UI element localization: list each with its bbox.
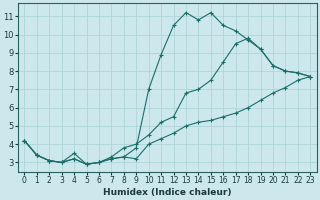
X-axis label: Humidex (Indice chaleur): Humidex (Indice chaleur) bbox=[103, 188, 232, 197]
